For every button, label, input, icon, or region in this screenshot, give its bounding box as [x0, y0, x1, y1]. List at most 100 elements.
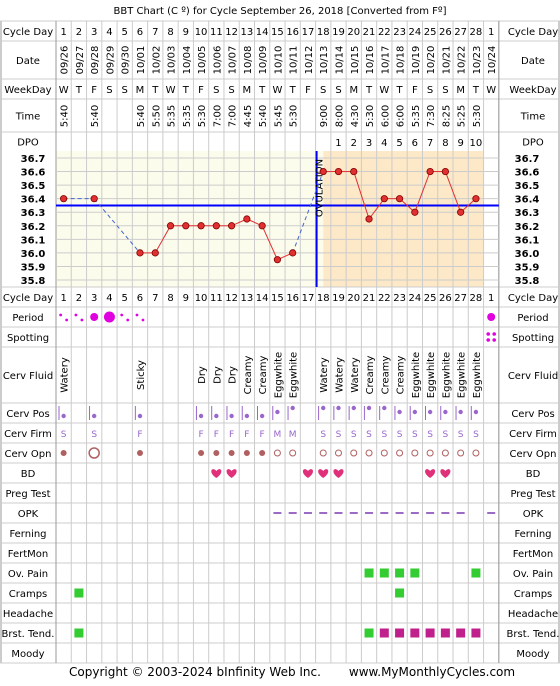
temp-point	[228, 222, 236, 230]
row-label-ferning-right: Ferning	[514, 529, 551, 540]
cerv-firm-label: M	[274, 430, 282, 440]
cerv-opn-dot	[213, 450, 220, 456]
cerv-firm-label: S	[351, 430, 357, 440]
cycle-day-label-bottom: 20	[347, 293, 360, 304]
temp-point	[472, 195, 480, 203]
cycle-day-label: 12	[225, 27, 238, 38]
cycle-day-label-bottom: 22	[378, 293, 391, 304]
date-label: 10/13	[319, 46, 330, 75]
time-label: 5:30	[365, 105, 376, 127]
date-label: 09/28	[90, 46, 101, 75]
cycle-day-label: 23	[393, 27, 406, 38]
y-tick-label: 36.7	[21, 154, 46, 165]
date-label: 10/09	[258, 46, 269, 75]
weekday-label: F	[91, 85, 97, 96]
dpo-label: 10	[470, 138, 483, 149]
date-label: 10/14	[334, 46, 345, 75]
cycle-day-label-bottom: 1	[488, 293, 494, 304]
y-tick-label-right: 35.8	[515, 276, 540, 287]
temp-point	[182, 222, 190, 230]
row-label-fertmon-right: FertMon	[513, 549, 553, 560]
cerv-opn-dot	[426, 449, 434, 457]
cerv-pos-dot	[473, 409, 479, 415]
time-label: 5:40	[60, 105, 71, 127]
cycle-day-label: 5	[122, 27, 128, 38]
dpo-label: 5	[396, 138, 402, 149]
cycle-day-label-bottom: 15	[271, 293, 284, 304]
cerv-fluid-label: Creamy	[243, 356, 254, 395]
time-label: 5:50	[151, 105, 162, 127]
row-label-cerv-opn-right: Cerv Opn	[510, 449, 557, 460]
weekday-label: F	[198, 85, 204, 96]
temp-line-segment	[154, 225, 171, 254]
row-label-brst-tend: Brst. Tend.	[2, 629, 55, 640]
chart-title: BBT Chart (C º) for Cycle September 26, …	[113, 6, 446, 17]
brst-tend-mark	[471, 628, 481, 638]
cerv-pos-dot	[351, 405, 356, 411]
weekday-label: T	[365, 85, 373, 96]
temp-point	[411, 208, 419, 216]
weekday-label: T	[151, 85, 159, 96]
row-label-ov-pain-right: Ov. Pain	[513, 569, 553, 580]
row-label-bd: BD	[21, 469, 36, 480]
cycle-day-label: 27	[454, 27, 467, 38]
cycle-day-label: 20	[347, 27, 360, 38]
luteal-bg	[323, 151, 484, 287]
period-dot	[74, 313, 78, 317]
brst-tend-mark	[74, 628, 84, 638]
cerv-fluid-label: Watery	[334, 357, 345, 393]
cycle-day-label-bottom: 18	[317, 293, 330, 304]
y-tick-label-right: 36.2	[515, 222, 540, 233]
period-dot	[90, 313, 99, 321]
temp-point	[350, 167, 358, 176]
weekday-label: T	[396, 85, 404, 96]
row-label-opk-right: OPK	[523, 509, 544, 520]
date-label: 10/21	[441, 46, 452, 75]
period-dot	[65, 318, 69, 322]
dpo-label: 6	[412, 138, 418, 149]
cerv-fluid-label: Creamy	[396, 356, 407, 395]
weekday-label: W	[379, 85, 389, 96]
weekday-label: W	[272, 85, 282, 96]
cycle-day-label: 16	[286, 27, 299, 38]
row-label-cerv-pos: Cerv Pos	[6, 409, 49, 420]
cerv-fluid-label: Eggwhite	[289, 352, 300, 398]
cerv-pos-dot	[275, 409, 280, 415]
date-label: 10/10	[273, 46, 284, 75]
temp-point	[426, 167, 434, 176]
time-label: 7:00	[228, 105, 239, 127]
cycle-day-label: 25	[424, 27, 437, 38]
cerv-firm-label: F	[229, 430, 234, 440]
time-label: 9:00	[319, 105, 330, 127]
date-label: 10/07	[228, 46, 239, 75]
bd-heart-icon	[211, 469, 222, 478]
temp-point	[151, 249, 159, 257]
cerv-opn-dot	[334, 449, 342, 457]
cerv-firm-label: S	[336, 430, 342, 440]
date-label: 10/11	[289, 46, 300, 75]
row-label-cycle-day: Cycle Day	[3, 27, 53, 38]
cerv-pos-dot	[458, 409, 463, 415]
cycle-day-label: 24	[408, 27, 421, 38]
temp-point	[395, 195, 404, 203]
dpo-label: 7	[427, 138, 433, 149]
cerv-opn-dot	[259, 450, 266, 456]
row-label-date: Date	[16, 56, 40, 67]
weekday-label: S	[213, 85, 219, 96]
cerv-fluid-label: Watery	[60, 357, 71, 393]
weekday-label: W	[59, 85, 69, 96]
cycle-day-label-bottom: 19	[332, 293, 345, 304]
temp-line-segment	[353, 171, 370, 220]
y-tick-label-right: 36.6	[515, 168, 540, 179]
cerv-fluid-label: Sticky	[136, 360, 147, 390]
cerv-fluid-label: Eggwhite	[273, 352, 284, 398]
date-label: 10/24	[487, 46, 498, 75]
cycle-day-label-bottom: 7	[152, 293, 158, 304]
row-label-time: Time	[15, 112, 40, 123]
cerv-pos-dot	[366, 405, 372, 411]
cerv-opn-dot	[472, 449, 480, 457]
cycle-day-label-bottom: 11	[210, 293, 223, 304]
cerv-firm-label: F	[214, 430, 219, 440]
